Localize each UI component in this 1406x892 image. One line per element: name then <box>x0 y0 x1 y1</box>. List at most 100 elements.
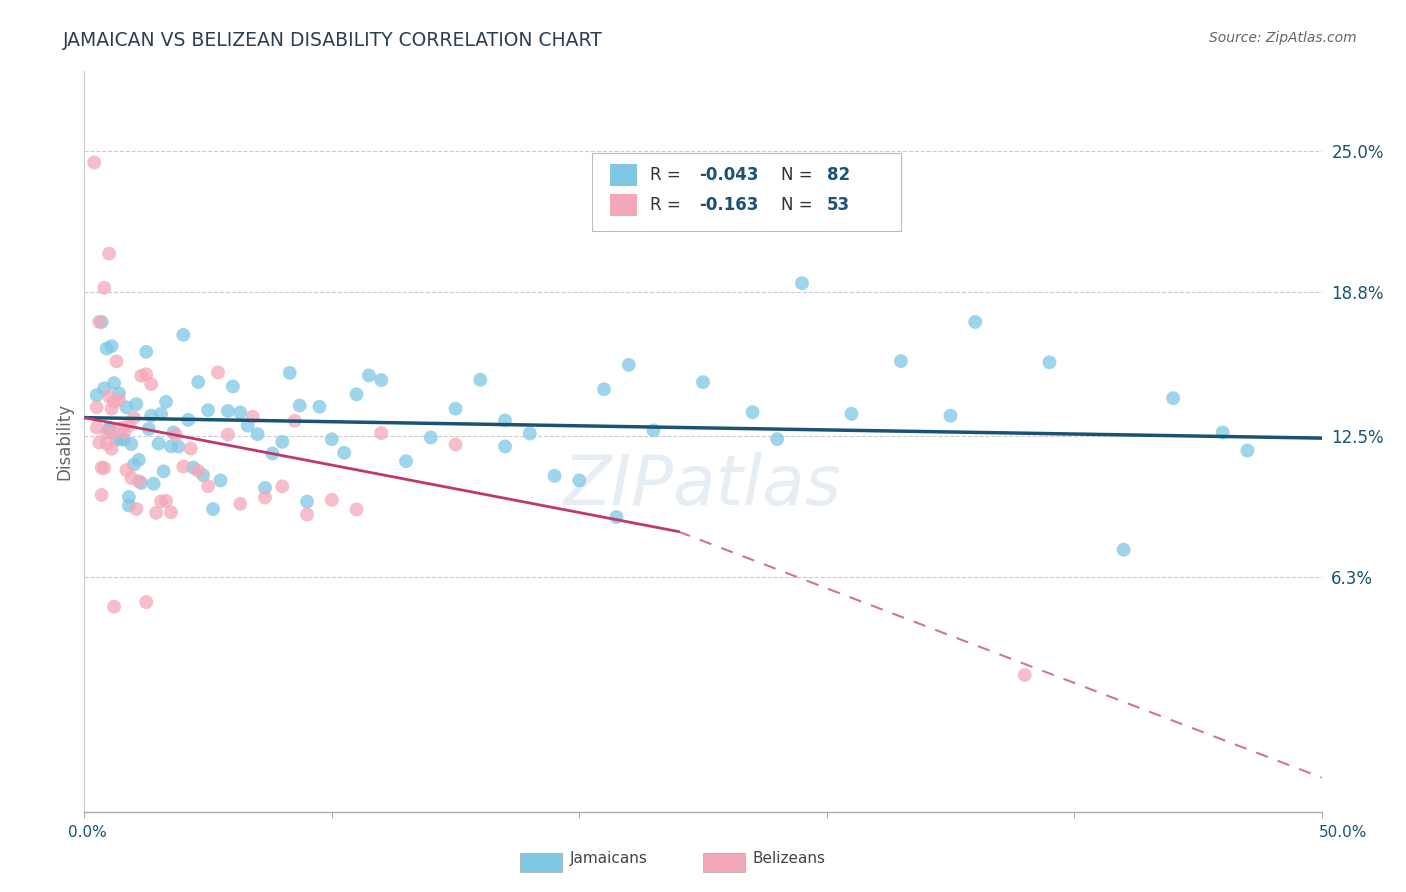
Text: R =: R = <box>650 166 686 184</box>
Point <box>128 475 150 489</box>
Point <box>103 425 125 440</box>
Point <box>89 435 111 450</box>
Point <box>643 423 665 437</box>
Point <box>370 373 392 387</box>
Point <box>135 595 157 609</box>
Point <box>271 434 294 449</box>
Point <box>177 413 200 427</box>
Point <box>965 315 987 329</box>
Point <box>229 405 252 419</box>
Point <box>115 401 138 415</box>
Point <box>110 421 132 435</box>
Point <box>295 494 318 508</box>
Point <box>148 436 170 450</box>
Point <box>1161 391 1184 405</box>
Point <box>96 436 118 450</box>
Point <box>100 339 122 353</box>
Point <box>96 342 118 356</box>
Point <box>617 358 640 372</box>
Point <box>105 433 128 447</box>
Point <box>939 409 962 423</box>
Text: 0.0%: 0.0% <box>67 825 107 839</box>
Point <box>766 432 789 446</box>
Point <box>135 368 157 382</box>
Point <box>155 493 177 508</box>
Point <box>197 479 219 493</box>
Point <box>93 461 115 475</box>
Point <box>181 460 204 475</box>
Point <box>271 479 294 493</box>
Point <box>321 432 343 446</box>
Point <box>96 425 118 440</box>
Point <box>165 428 187 442</box>
Point <box>543 468 565 483</box>
Point <box>395 454 418 468</box>
Point <box>346 387 368 401</box>
Text: Belizeans: Belizeans <box>752 851 825 865</box>
Point <box>93 381 115 395</box>
Point <box>110 433 132 447</box>
Point <box>152 464 174 478</box>
Point <box>217 404 239 418</box>
Point <box>419 430 441 444</box>
Point <box>284 414 307 428</box>
Point <box>115 463 138 477</box>
Text: N =: N = <box>780 195 818 213</box>
Point <box>1236 443 1258 458</box>
Point <box>236 418 259 433</box>
Point <box>98 422 121 436</box>
Point <box>141 409 163 423</box>
Point <box>1038 355 1060 369</box>
Text: R =: R = <box>650 195 686 213</box>
Point <box>103 394 125 409</box>
Point <box>160 505 183 519</box>
Point <box>160 439 183 453</box>
Point <box>125 397 148 411</box>
Point <box>202 502 225 516</box>
Point <box>129 475 152 490</box>
Point <box>83 155 105 169</box>
Point <box>150 407 173 421</box>
Point <box>162 425 184 440</box>
Text: 82: 82 <box>827 166 849 184</box>
Point <box>150 494 173 508</box>
Point <box>90 488 112 502</box>
Point <box>253 491 276 505</box>
Point <box>890 354 912 368</box>
Point <box>103 599 125 614</box>
Point <box>172 327 194 342</box>
Point <box>98 390 121 404</box>
Point <box>122 410 145 425</box>
Point <box>295 508 318 522</box>
Point <box>605 510 627 524</box>
Point <box>105 354 128 368</box>
Point <box>494 413 516 427</box>
Text: Jamaicans: Jamaicans <box>569 851 647 865</box>
Y-axis label: Disability: Disability <box>55 403 73 480</box>
Point <box>118 490 141 504</box>
Point <box>187 464 209 478</box>
Point <box>246 427 269 442</box>
Point <box>142 476 165 491</box>
Point <box>180 442 202 456</box>
Point <box>98 422 121 436</box>
Point <box>321 492 343 507</box>
Point <box>308 400 330 414</box>
Point <box>89 315 111 329</box>
Point <box>172 459 194 474</box>
Point <box>141 377 163 392</box>
Point <box>155 395 177 409</box>
Point <box>470 373 492 387</box>
Bar <box>610 194 637 216</box>
Point <box>197 403 219 417</box>
Point <box>370 426 392 441</box>
Point <box>90 315 112 329</box>
Point <box>129 368 152 383</box>
Text: -0.043: -0.043 <box>699 166 759 184</box>
Text: JAMAICAN VS BELIZEAN DISABILITY CORRELATION CHART: JAMAICAN VS BELIZEAN DISABILITY CORRELAT… <box>63 31 603 50</box>
Point <box>209 474 232 488</box>
Point <box>568 473 591 487</box>
Point <box>229 497 252 511</box>
Point <box>122 458 145 472</box>
Point <box>222 379 245 393</box>
